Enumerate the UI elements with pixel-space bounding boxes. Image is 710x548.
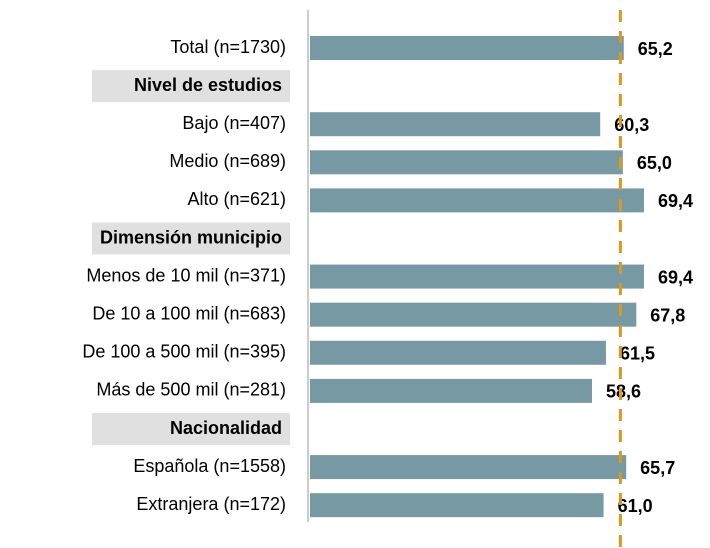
value-label: 69,4 (658, 267, 693, 287)
category-label: De 100 a 500 mil (n=395) (82, 342, 286, 362)
category-label: Más de 500 mil (n=281) (96, 380, 286, 400)
bar (310, 455, 627, 480)
bar (310, 378, 593, 403)
category-label: Menos de 10 mil (n=371) (86, 265, 286, 285)
value-label: 69,4 (658, 191, 693, 211)
value-label: 58,6 (606, 382, 641, 402)
bar (310, 493, 604, 518)
bar (310, 36, 624, 60)
bar (310, 150, 623, 175)
category-label: Alto (n=621) (187, 189, 286, 209)
group-header-box (92, 222, 290, 255)
bar (310, 264, 644, 289)
category-label: Española (n=1558) (133, 456, 286, 476)
group-header: Nivel de estudios (134, 75, 282, 95)
value-label: 61,0 (618, 496, 653, 516)
category-label: Total (n=1730) (170, 37, 286, 57)
group-header-box (92, 70, 290, 103)
category-label: Bajo (n=407) (182, 113, 286, 133)
value-label: 65,0 (637, 153, 672, 173)
value-label: 60,3 (614, 115, 649, 135)
bar (310, 112, 601, 137)
category-label: Extranjera (n=172) (136, 494, 286, 514)
value-label: 67,8 (650, 305, 685, 325)
bar (310, 302, 637, 327)
group-header: Dimensión municipio (100, 227, 282, 247)
bar (310, 340, 606, 365)
bar (310, 188, 644, 213)
value-label: 61,5 (620, 344, 655, 364)
value-label: 65,2 (638, 39, 673, 59)
category-label: De 10 a 100 mil (n=683) (92, 303, 286, 323)
group-header-box (92, 413, 290, 445)
category-label: Medio (n=689) (169, 151, 286, 171)
value-label: 65,7 (640, 458, 675, 478)
group-header: Nacionalidad (170, 418, 282, 438)
